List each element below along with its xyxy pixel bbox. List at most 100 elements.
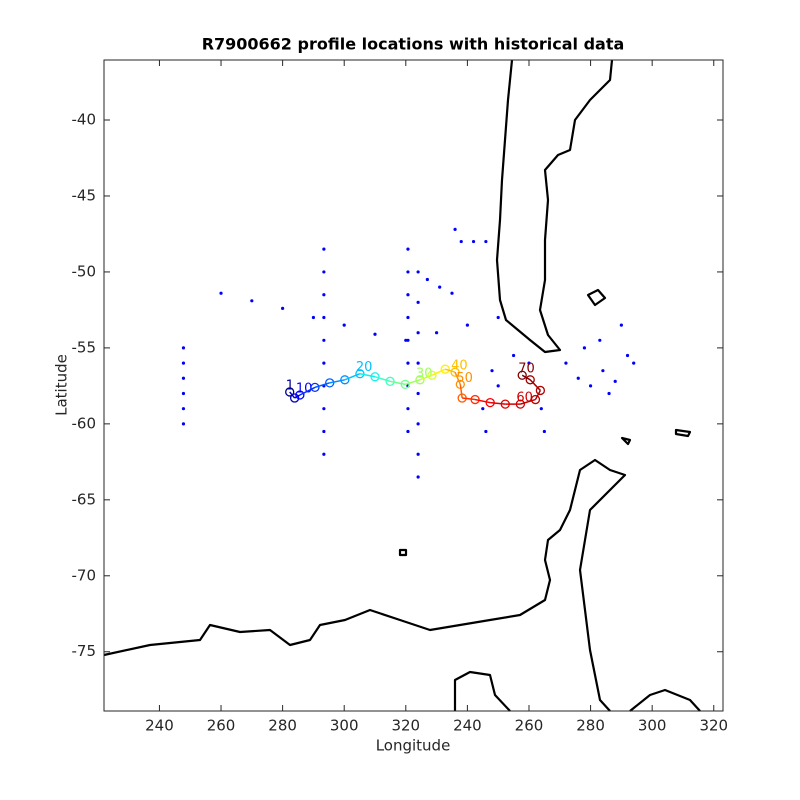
x-tick-label: 280	[576, 717, 605, 735]
historical-point	[527, 361, 531, 365]
historical-point	[438, 285, 442, 289]
historical-point	[598, 338, 602, 342]
profile-point	[450, 367, 460, 377]
historical-point	[496, 315, 500, 320]
historical-point	[322, 315, 326, 320]
profile-label: 70	[518, 362, 535, 377]
profile-label: 10	[296, 381, 313, 396]
profile-label: 20	[356, 360, 373, 375]
historical-point	[181, 346, 186, 350]
profile-point	[515, 399, 526, 409]
coastline	[103, 59, 701, 712]
y-tick-label: -60	[72, 414, 97, 432]
historical-point	[450, 291, 454, 295]
trajectory-segment	[294, 394, 301, 399]
trajectory-segment	[359, 372, 376, 378]
profile-point	[427, 370, 437, 380]
y-tick-label: -40	[72, 111, 97, 129]
x-tick-label: 240	[453, 717, 482, 735]
trajectory-segment	[529, 379, 541, 391]
historical-point	[181, 391, 186, 396]
chart-title: R7900662 profile locations with historic…	[202, 35, 625, 54]
profile-point	[289, 393, 300, 403]
historical-point	[416, 300, 420, 304]
historical-point	[588, 384, 593, 388]
y-tick-label: -65	[72, 490, 97, 508]
historical-point	[181, 361, 186, 365]
profile-point	[415, 375, 425, 385]
historical-point	[322, 407, 326, 411]
historical-point	[416, 422, 420, 426]
trajectory-segment	[374, 376, 391, 383]
trajectory-segment	[462, 397, 476, 401]
x-tick-label: 300	[638, 717, 667, 735]
historical-point	[459, 239, 463, 244]
historical-point	[406, 429, 410, 434]
historical-point	[619, 323, 623, 327]
historical-point	[406, 293, 410, 297]
profile-point	[370, 372, 380, 382]
profile-point	[355, 369, 365, 379]
trajectory-segment	[344, 373, 361, 381]
profile-point	[340, 375, 350, 385]
historical-point	[322, 338, 326, 342]
historical-point	[511, 353, 516, 358]
historical-point	[607, 391, 611, 396]
x-tick-label: 280	[268, 717, 297, 735]
profile-point	[470, 394, 480, 405]
x-tick-label: 320	[699, 717, 728, 735]
trajectory-segment	[299, 386, 316, 396]
profile-label: 40	[451, 359, 468, 374]
historical-point	[416, 270, 420, 274]
y-tick-label: -55	[72, 338, 97, 356]
historical-point	[181, 407, 186, 411]
x-axis-label: Longitude	[376, 737, 451, 755]
historical-point	[576, 376, 580, 380]
x-tick-label: 320	[391, 717, 420, 735]
historical-point	[564, 361, 568, 365]
historical-point	[582, 346, 587, 350]
trajectory-segment	[419, 374, 433, 381]
profile-point	[517, 370, 527, 380]
profile-point	[525, 375, 535, 385]
historical-point	[404, 338, 408, 342]
trajectory-segment	[490, 401, 506, 405]
historical-point	[322, 270, 326, 274]
historical-point	[281, 306, 285, 310]
historical-point	[416, 452, 420, 456]
historical-point	[322, 361, 326, 365]
trajectory-segment	[431, 368, 446, 376]
axes-box	[103, 59, 724, 712]
historical-point	[632, 361, 636, 365]
x-tick-label: 260	[515, 717, 544, 735]
historical-point	[613, 379, 617, 383]
historical-point	[342, 323, 346, 327]
trajectory-segment	[389, 380, 406, 386]
profile-point	[325, 378, 335, 388]
trajectory-segment	[404, 379, 421, 386]
historical-point	[625, 353, 630, 358]
profile-point	[295, 390, 305, 400]
historical-point	[406, 361, 410, 365]
historical-point	[406, 270, 410, 274]
historical-point	[434, 331, 439, 335]
trajectory-segment	[314, 382, 330, 389]
historical-point	[484, 239, 488, 244]
profile-point	[285, 387, 295, 397]
trajectory-segment	[534, 390, 542, 400]
historical-point	[496, 384, 500, 388]
x-tick-label: 260	[207, 717, 236, 735]
historical-point	[416, 475, 420, 479]
historical-point	[181, 422, 186, 426]
historical-point	[406, 315, 410, 320]
historical-point	[373, 332, 377, 336]
historical-point	[322, 293, 326, 297]
profile-point	[385, 376, 395, 386]
historical-point	[453, 227, 457, 231]
historical-point	[490, 369, 494, 373]
y-tick-label: -75	[72, 642, 97, 660]
profile-point	[440, 364, 450, 374]
